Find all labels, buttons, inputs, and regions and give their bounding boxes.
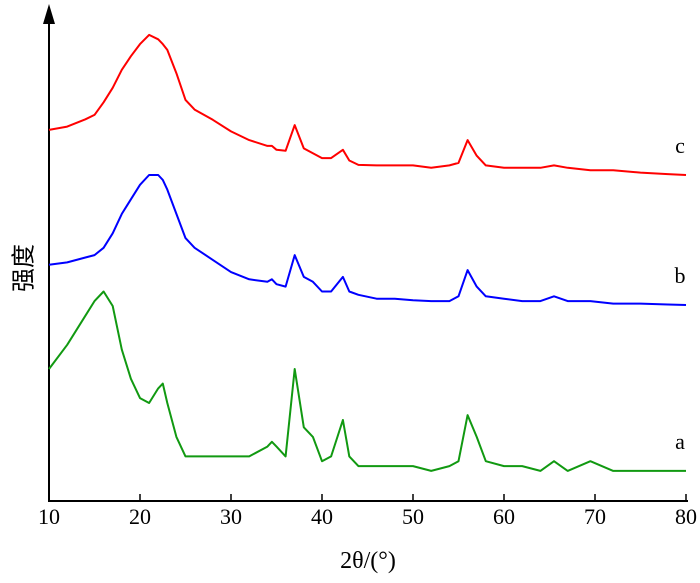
x-tick-label: 80 (675, 504, 697, 529)
series-label: a (675, 429, 685, 454)
series-line (48, 33, 687, 176)
x-tick-label: 40 (311, 504, 333, 529)
series-label: c (675, 133, 685, 158)
series-line (48, 290, 686, 472)
x-axis-label: 2θ/(°) (340, 548, 396, 574)
x-tick-label: 30 (220, 504, 242, 529)
x-tick-label: 20 (129, 504, 151, 529)
y-axis-arrow (43, 4, 55, 24)
y-axis-label: 强度 (11, 244, 38, 292)
x-tick-label: 10 (38, 504, 60, 529)
x-tick-label: 70 (584, 504, 606, 529)
series-label: b (675, 263, 686, 288)
x-tick-label: 60 (493, 504, 515, 529)
x-tick-label: 50 (402, 504, 424, 529)
series-line (48, 174, 687, 306)
